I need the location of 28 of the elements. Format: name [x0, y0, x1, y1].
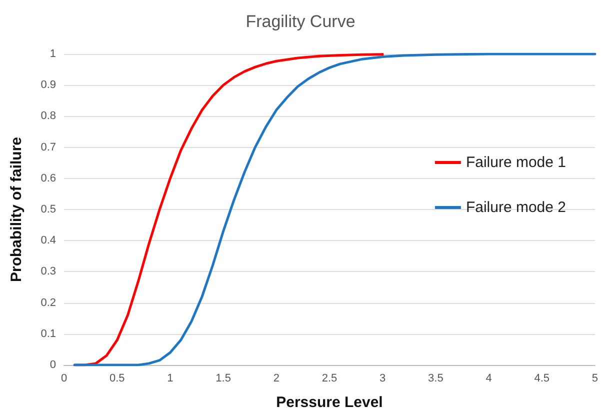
- x-tick-label: 1: [167, 372, 174, 384]
- y-tick-label: 0.1: [40, 328, 56, 340]
- x-tick-label: 0: [60, 372, 68, 384]
- x-tick-label: 2.5: [322, 372, 338, 384]
- y-tick-label: 0.3: [40, 266, 56, 278]
- x-tick-label: 4: [486, 372, 492, 384]
- y-tick-label: 0.9: [40, 79, 56, 92]
- y-tick-label: 0.2: [40, 296, 56, 309]
- x-tick-label: 5: [592, 372, 598, 384]
- line-series: [73, 52, 596, 366]
- x-axis-title: Perssure Level: [276, 394, 383, 411]
- y-tick-label: 0.7: [40, 141, 56, 154]
- x-tick-label: 3.5: [428, 372, 444, 384]
- chart-title: Fragility Curve: [246, 12, 356, 31]
- legend-label: Failure mode 2: [466, 199, 566, 216]
- y-axis-title: Probability of failure: [8, 136, 25, 282]
- x-tick-label: 1.5: [216, 372, 231, 384]
- x-tick-label: 2: [273, 372, 280, 384]
- y-tick-label: 0: [50, 359, 56, 371]
- x-tick-label: 4.5: [534, 372, 550, 384]
- y-tick-label: 1: [50, 48, 56, 60]
- y-tick-label: 0.5: [40, 204, 56, 216]
- y-tick-label: 0.4: [40, 234, 56, 247]
- x-tick-label: 3: [380, 372, 386, 384]
- y-tick-label: 0.8: [40, 110, 56, 122]
- y-tick-label: 0.6: [40, 172, 56, 184]
- x-tick-label: 0.5: [109, 372, 125, 384]
- legend-label: Failure mode 1: [466, 154, 566, 171]
